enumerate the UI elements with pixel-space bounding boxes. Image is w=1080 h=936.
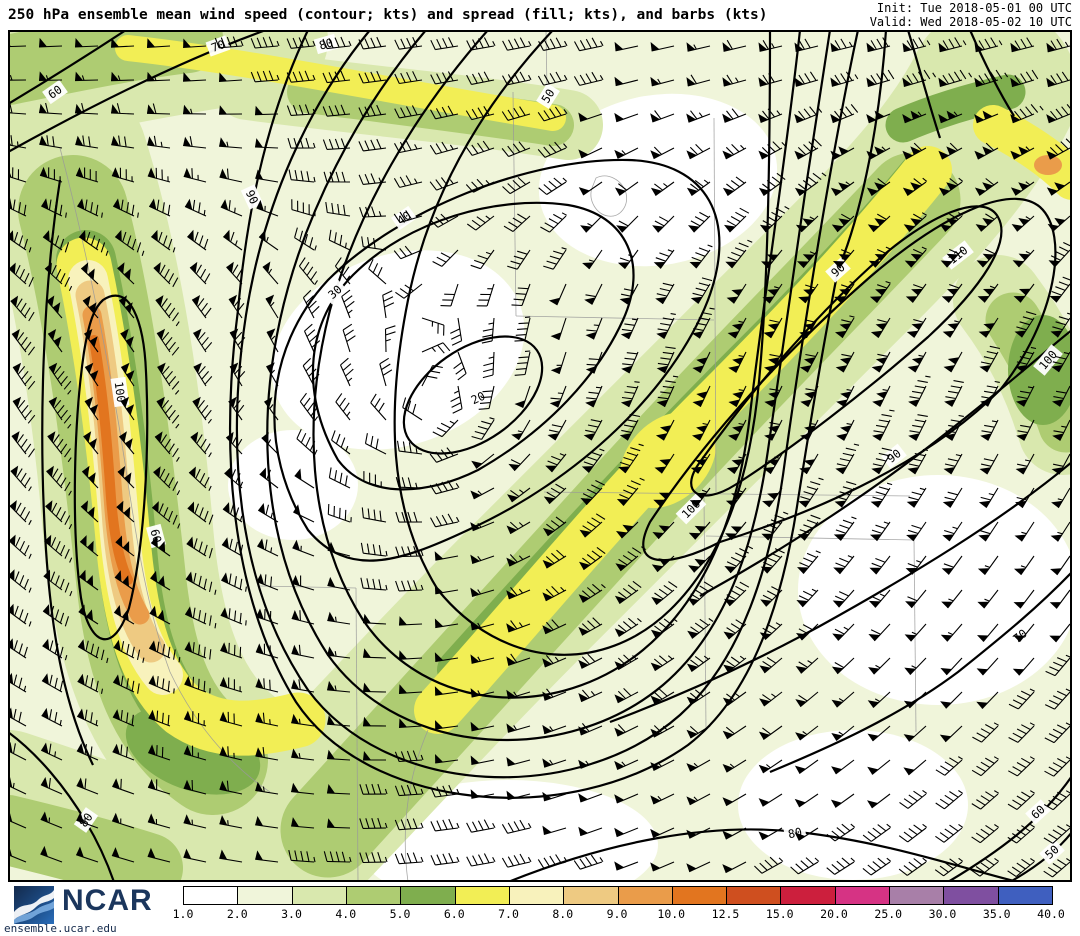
svg-text:50: 50 xyxy=(538,86,557,105)
svg-text:90: 90 xyxy=(243,188,262,207)
init-time: Init: Tue 2018-05-01 00 UTC xyxy=(876,1,1072,15)
svg-text:60: 60 xyxy=(45,82,64,101)
colorbar-tick-label: 7.0 xyxy=(498,907,519,921)
svg-text:90: 90 xyxy=(884,446,904,466)
wind-barbs-layer xyxy=(2,36,1080,878)
colorbar-cell xyxy=(184,887,239,904)
colorbar-cell xyxy=(455,887,510,904)
colorbar-tick-label: 2.0 xyxy=(226,907,248,921)
valid-time: Valid: Wed 2018-05-02 10 UTC xyxy=(869,14,1072,29)
colorbar-cell xyxy=(998,887,1052,904)
colorbar-cell xyxy=(727,887,782,904)
colorbar-cell xyxy=(509,887,565,904)
colorbar-cell xyxy=(618,887,673,904)
ncar-logo xyxy=(14,886,54,924)
colorbar-tick-label: 30.0 xyxy=(928,907,957,921)
colorbar-tick-label: 35.0 xyxy=(982,907,1011,921)
map-frame xyxy=(8,30,1072,882)
colorbar-tick-label: 9.0 xyxy=(606,907,628,921)
colorbar-cell xyxy=(890,887,945,904)
colorbar-tick-label: 12.5 xyxy=(711,907,740,921)
colorbar-tick-label: 25.0 xyxy=(874,907,903,921)
colorbar xyxy=(183,886,1053,905)
colorbar-labels: 1.0 2.0 3.0 4.0 5.0 6.0 7.0 8.0 9.0 10.0 12.5 15.0 2… xyxy=(173,907,1065,921)
site-url: ensemble.ucar.edu xyxy=(4,922,117,935)
footer-bar: NCAR ensemble.ucar.edu 1.0 2.0 3.0 4.0 5.0 6.… xyxy=(0,882,1080,936)
colorbar-cell xyxy=(238,887,293,904)
colorbar-tick-label: 5.0 xyxy=(389,907,411,921)
colorbar-cell xyxy=(401,887,456,904)
svg-text:100: 100 xyxy=(112,381,129,404)
colorbar-tick-label: 40.0 xyxy=(1037,907,1065,921)
colorbar-cell xyxy=(564,887,619,904)
page-title: 250 hPa ensemble mean wind speed (contou… xyxy=(8,7,768,23)
colorbar-cell xyxy=(672,887,728,904)
run-times: Init: Tue 2018-05-01 00 UTC Valid: Wed 2… xyxy=(869,1,1072,29)
colorbar-cell xyxy=(781,887,836,904)
colorbar-cell xyxy=(346,887,402,904)
ncar-logo-wave-icon xyxy=(14,890,54,924)
colorbar-cell xyxy=(292,887,347,904)
colorbar-tick-label: 15.0 xyxy=(765,907,794,921)
header-bar: 250 hPa ensemble mean wind speed (contou… xyxy=(0,0,1080,30)
colorbar-tick-label: 8.0 xyxy=(552,907,574,921)
ncar-logo-text: NCAR xyxy=(62,884,153,917)
colorbar-tick-label: 3.0 xyxy=(281,907,302,921)
colorbar-tick-label: 10.0 xyxy=(657,907,686,921)
colorbar-tick-label: 4.0 xyxy=(335,907,357,921)
colorbar-tick-label: 20.0 xyxy=(820,907,848,921)
svg-text:20: 20 xyxy=(469,389,488,408)
svg-text:60: 60 xyxy=(147,527,164,544)
colorbar-tick-label: 6.0 xyxy=(443,907,465,921)
colorbar-cell xyxy=(835,887,891,904)
colorbar-tick-label: 1.0 xyxy=(172,907,194,921)
colorbar-cell xyxy=(944,887,999,904)
